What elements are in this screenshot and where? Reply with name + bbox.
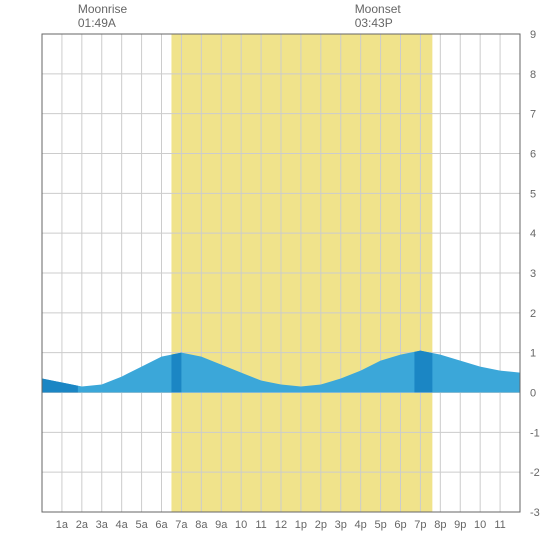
y-tick-label: 8 — [530, 69, 536, 81]
y-tick-label: 6 — [530, 149, 536, 161]
x-tick-label: 9p — [454, 519, 466, 531]
tide-area-night — [171, 353, 181, 393]
y-tick-label: 5 — [530, 188, 536, 200]
y-tick-label: 9 — [530, 29, 536, 41]
x-tick-label: 3a — [96, 519, 109, 531]
x-tick-label: 8a — [195, 519, 208, 531]
x-tick-label: 5a — [135, 519, 148, 531]
moonrise-label: Moonrise — [78, 2, 128, 16]
y-tick-label: -1 — [530, 427, 540, 439]
moonset-label: Moonset — [355, 2, 402, 16]
y-tick-label: 4 — [530, 228, 536, 240]
x-tick-label: 1p — [295, 519, 307, 531]
y-tick-label: 3 — [530, 268, 536, 280]
x-tick-label: 10 — [474, 519, 486, 531]
x-tick-label: 6a — [155, 519, 168, 531]
x-tick-label: 9a — [215, 519, 228, 531]
x-tick-label: 2p — [315, 519, 327, 531]
tide-area-night — [414, 351, 432, 393]
y-tick-label: -3 — [530, 507, 540, 519]
x-tick-label: 1a — [56, 519, 69, 531]
x-tick-label: 11 — [494, 519, 505, 531]
x-tick-label: 12 — [275, 519, 287, 531]
y-tick-label: 2 — [530, 308, 536, 320]
x-tick-label: 6p — [394, 519, 406, 531]
y-tick-label: 7 — [530, 109, 536, 121]
chart-svg: 1a2a3a4a5a6a7a8a9a1011121p2p3p4p5p6p7p8p… — [0, 0, 550, 550]
x-tick-label: 7a — [175, 519, 188, 531]
y-tick-label: 1 — [530, 348, 536, 360]
x-tick-label: 4p — [355, 519, 367, 531]
x-tick-label: 4a — [116, 519, 129, 531]
x-tick-label: 7p — [414, 519, 426, 531]
y-tick-label: 0 — [530, 388, 536, 400]
x-tick-label: 8p — [434, 519, 446, 531]
x-tick-label: 5p — [374, 519, 386, 531]
x-tick-label: 10 — [235, 519, 247, 531]
moonset-time: 03:43P — [355, 16, 393, 30]
x-tick-label: 3p — [335, 519, 347, 531]
x-tick-label: 2a — [76, 519, 89, 531]
x-tick-label: 11 — [255, 519, 266, 531]
moonrise-time: 01:49A — [78, 16, 116, 30]
tide-chart: 1a2a3a4a5a6a7a8a9a1011121p2p3p4p5p6p7p8p… — [0, 0, 550, 550]
y-tick-label: -2 — [530, 467, 540, 479]
